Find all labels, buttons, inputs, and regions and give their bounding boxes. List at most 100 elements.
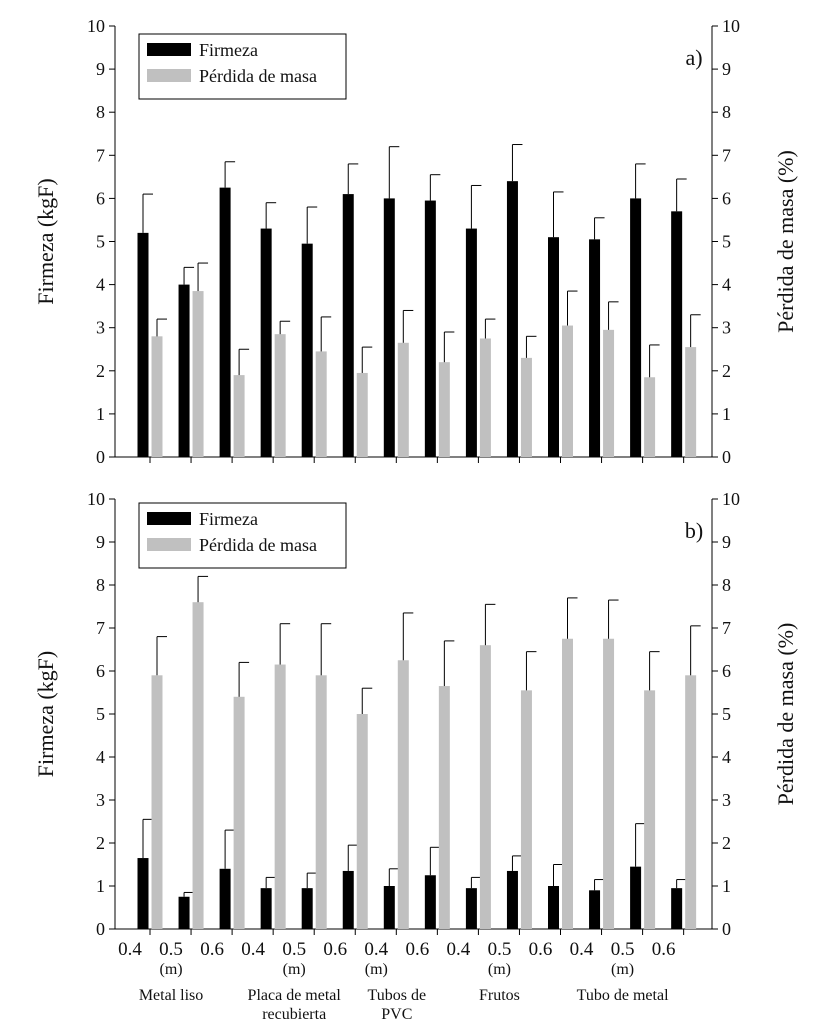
perdida-bar — [562, 325, 573, 457]
y-tick-label-right: 3 — [722, 318, 731, 338]
perdida-bar — [479, 645, 491, 929]
legend-label: Pérdida de masa — [199, 66, 317, 86]
y-tick-label-left: 1 — [96, 404, 105, 424]
firmeza-bar — [137, 858, 149, 929]
x-tick-label: 0.5 — [488, 939, 512, 960]
x-group-label: PVC — [381, 1006, 412, 1023]
y-tick-label-right: 1 — [722, 876, 731, 896]
panel-a: 0 0 1 1 2 2 3 3 4 4 5 5 6 6 7 7 8 8 9 9 10 10 Firmeza (kgF) Pér… — [33, 16, 798, 467]
perdida-bar — [397, 660, 409, 929]
perdida-bar — [520, 357, 532, 457]
y-tick-label-left: 5 — [96, 704, 105, 724]
y-tick-label-left: 1 — [96, 876, 105, 896]
y-tick-label-right: 7 — [722, 618, 731, 638]
panel-b: 0 0 1 1 2 2 3 3 4 4 5 5 6 6 7 7 8 8 9 9 10 10 Firmeza (kgF) Pér… — [33, 489, 798, 939]
x-tick-label: 0.6 — [200, 939, 224, 960]
x-tick-label: 0.4 — [241, 939, 265, 960]
y-tick-label-left: 5 — [96, 232, 105, 252]
y-tick-label-left: 9 — [96, 532, 105, 552]
x-tick-label: 0.4 — [364, 939, 388, 960]
legend-label: Firmeza — [199, 40, 258, 60]
firmeza-bar — [342, 194, 354, 457]
firmeza-bar — [301, 243, 313, 457]
firmeza-bar — [383, 886, 395, 929]
firmeza-bar — [506, 181, 518, 457]
y-tick-label-right: 2 — [722, 833, 731, 853]
firmeza-bar — [548, 886, 559, 929]
firmeza-bar — [260, 888, 272, 929]
firmeza-bar — [178, 896, 190, 929]
firmeza-bar — [260, 228, 272, 457]
y-tick-label-right: 3 — [722, 790, 731, 810]
y-tick-label-left: 6 — [96, 188, 105, 208]
perdida-bar — [274, 664, 286, 929]
perdida-bar — [520, 690, 532, 929]
perdida-bar — [315, 351, 327, 457]
x-group-label: Frutos — [479, 987, 520, 1004]
y-tick-label-left: 8 — [96, 575, 105, 595]
y-tick-label-left: 0 — [96, 447, 105, 467]
panel-label: b) — [685, 518, 703, 543]
firmeza-bar — [671, 888, 683, 929]
firmeza-bar — [671, 211, 683, 457]
y-tick-label-right: 4 — [722, 747, 731, 767]
x-group-label: Tubos de — [368, 987, 427, 1004]
firmeza-bar — [465, 888, 477, 929]
perdida-bar — [685, 675, 697, 929]
x-tick-label: 0.4 — [570, 939, 594, 960]
perdida-bar — [192, 602, 204, 929]
firmeza-bar — [589, 890, 601, 929]
y-axis-title-right: Pérdida de masa (%) — [773, 150, 798, 333]
y-axis-title-left: Firmeza (kgF) — [33, 178, 58, 304]
x-tick-label: 0.6 — [652, 939, 676, 960]
y-tick-label-left: 6 — [96, 661, 105, 681]
x-tick-label: 0.6 — [405, 939, 429, 960]
perdida-bar — [603, 638, 615, 929]
legend-box — [138, 502, 347, 569]
y-tick-label-right: 9 — [722, 532, 731, 552]
x-tick-label: 0.6 — [323, 939, 347, 960]
x-group-label: Metal liso — [139, 987, 203, 1004]
x-tick-label: 0.5 — [159, 939, 183, 960]
y-tick-label-right: 9 — [722, 59, 731, 79]
x-tick-label: 0.6 — [529, 939, 553, 960]
y-tick-label-left: 2 — [96, 361, 105, 381]
x-unit-label: (m) — [159, 961, 182, 978]
x-tick-label: 0.4 — [447, 939, 471, 960]
y-tick-label-right: 6 — [722, 188, 731, 208]
perdida-bar — [315, 675, 327, 929]
y-tick-label-left: 0 — [96, 919, 105, 939]
firmeza-bar — [589, 239, 601, 457]
perdida-bar — [479, 338, 491, 457]
perdida-bar — [233, 375, 245, 457]
y-tick-label-left: 8 — [96, 102, 105, 122]
y-tick-label-left: 3 — [96, 790, 105, 810]
perdida-bar — [603, 329, 615, 457]
perdida-bar — [151, 336, 163, 457]
perdida-bar — [644, 690, 656, 929]
x-group-label: recubierta — [262, 1006, 326, 1023]
y-tick-label-right: 8 — [722, 102, 731, 122]
y-tick-label-left: 9 — [96, 59, 105, 79]
y-tick-label-right: 5 — [722, 704, 731, 724]
y-tick-label-left: 4 — [96, 275, 105, 295]
firmeza-bar — [178, 284, 190, 457]
x-axis-labels: 0.4 0.5 0.6 0.4 0.5 0.6 0.4 0.6 0.4 0.5 0.6 0.4 0.5 0… — [118, 939, 675, 1023]
x-tick-label: 0.5 — [282, 939, 306, 960]
x-unit-label: (m) — [283, 961, 306, 978]
y-tick-label-right: 0 — [722, 919, 731, 939]
y-tick-label-right: 7 — [722, 145, 731, 165]
y-tick-label-left: 4 — [96, 747, 105, 767]
firmeza-bar — [301, 888, 313, 929]
legend-swatch-perdida — [147, 538, 191, 551]
firmeza-bar — [424, 200, 436, 457]
y-tick-label-right: 4 — [722, 275, 731, 295]
y-tick-label-right: 2 — [722, 361, 731, 381]
x-unit-label: (m) — [488, 961, 511, 978]
x-group-label: Tubo de metal — [577, 987, 669, 1004]
y-tick-label-right: 1 — [722, 404, 731, 424]
y-tick-label-left: 10 — [87, 489, 105, 509]
legend-swatch-perdida — [147, 69, 191, 82]
perdida-bar — [274, 334, 286, 457]
